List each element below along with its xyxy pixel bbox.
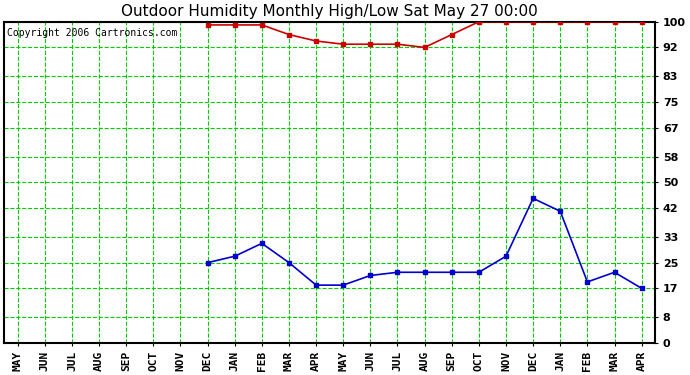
Title: Outdoor Humidity Monthly High/Low Sat May 27 00:00: Outdoor Humidity Monthly High/Low Sat Ma… [121,4,538,19]
Text: Copyright 2006 Cartronics.com: Copyright 2006 Cartronics.com [8,28,178,38]
